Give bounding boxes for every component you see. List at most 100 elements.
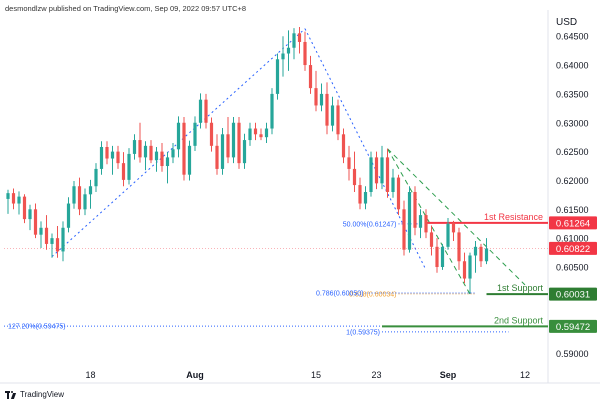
candle-body	[429, 232, 434, 247]
last-price-box	[549, 241, 597, 255]
candle	[116, 145, 120, 169]
candle-body	[264, 128, 269, 138]
candle-body	[330, 105, 335, 126]
candle-body	[341, 134, 346, 158]
candle-body	[319, 93, 324, 106]
trend-line	[304, 28, 427, 271]
candle-body	[402, 209, 406, 250]
grid-layer	[0, 10, 600, 384]
candle-body	[435, 246, 439, 268]
candle-body	[259, 134, 263, 138]
candle	[121, 152, 126, 187]
candle	[418, 209, 423, 239]
candle-body	[22, 196, 27, 220]
candle	[231, 116, 236, 164]
footer-brand[interactable]: TradingView	[5, 390, 64, 399]
candle	[61, 221, 65, 262]
candle-body	[248, 128, 252, 141]
candle-body	[204, 99, 208, 123]
candle	[33, 203, 38, 239]
candle	[6, 189, 10, 214]
footer-brand-label: TradingView	[20, 390, 65, 399]
time-axis: 18 Aug 15 23 Sep 12	[85, 370, 530, 380]
candle	[55, 226, 60, 258]
candle	[440, 243, 445, 270]
y-tick-label: 0.59000	[556, 349, 589, 359]
candle-body	[363, 192, 368, 204]
candle	[248, 122, 252, 146]
currency-label: USD	[556, 17, 577, 28]
candle-body	[33, 209, 38, 235]
candle-body	[292, 33, 296, 48]
candle	[94, 163, 98, 192]
candle	[462, 252, 467, 284]
candle-body	[182, 122, 186, 175]
candle-body	[226, 134, 230, 158]
candle	[429, 225, 434, 256]
candle-body	[143, 145, 148, 158]
candle	[484, 238, 489, 265]
candle-body	[352, 168, 357, 186]
fib-label: 0.618(0.60034)	[349, 291, 396, 298]
candle-body	[187, 145, 192, 175]
candle	[270, 88, 274, 135]
y-tick-label: 0.63500	[556, 89, 589, 99]
candle	[66, 197, 71, 233]
candle	[176, 116, 181, 158]
candle-body	[303, 41, 307, 66]
candle	[275, 53, 280, 100]
candle-body	[11, 193, 16, 204]
candle	[407, 186, 412, 253]
candle-body	[413, 192, 417, 228]
candle-body	[281, 53, 285, 60]
candle-body	[369, 157, 373, 192]
candle	[292, 28, 296, 60]
candle-body	[209, 122, 214, 146]
candle	[28, 204, 32, 231]
candle	[352, 151, 357, 192]
candle-body	[451, 223, 456, 233]
candle	[127, 148, 131, 185]
candle-body	[215, 145, 219, 169]
fib-label: 1(0.59375)	[346, 329, 380, 336]
candle-body	[171, 149, 175, 158]
candle	[215, 134, 219, 175]
candle	[259, 128, 263, 141]
candle	[187, 140, 192, 181]
candle	[110, 145, 115, 175]
candle-body	[55, 238, 60, 252]
candle-body	[149, 145, 153, 161]
candle-body	[6, 193, 10, 199]
candle	[264, 122, 269, 143]
last-price-box-text: 0.60822	[556, 244, 590, 255]
candle	[77, 177, 82, 216]
candle-body	[314, 88, 318, 106]
candle	[154, 146, 159, 172]
candle	[143, 141, 148, 171]
candle	[396, 174, 401, 216]
candle	[160, 142, 164, 172]
candle	[209, 117, 214, 152]
y-tick-label: 0.62500	[556, 147, 589, 157]
levels-layer: 1st Resistance 1st Support 2nd Support	[4, 212, 548, 328]
candle-body	[468, 255, 472, 279]
x-tick-label: 12	[520, 370, 530, 380]
tradingview-logo-icon	[5, 390, 17, 399]
y-tick-label: 0.64500	[556, 32, 589, 42]
candle-body	[105, 146, 109, 159]
candle-body	[28, 209, 32, 220]
level-label: 1st Support	[497, 283, 544, 293]
candle	[242, 133, 247, 169]
candle-body	[391, 177, 395, 192]
level-price-box-text: 0.59472	[556, 322, 590, 333]
candle-body	[77, 186, 82, 210]
candle-body	[270, 93, 274, 129]
candle-body	[220, 134, 225, 169]
y-tick-label: 0.60500	[556, 263, 589, 273]
candle-body	[473, 246, 478, 256]
candle-body	[308, 65, 313, 89]
candle	[330, 96, 335, 132]
candle-body	[127, 153, 131, 180]
candle	[149, 140, 153, 164]
